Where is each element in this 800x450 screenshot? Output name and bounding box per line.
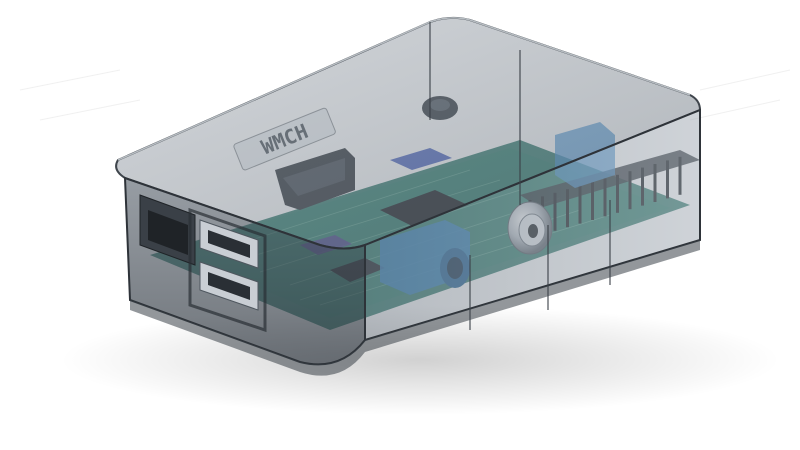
usb-ports (199, 219, 259, 311)
usb-port-icon (199, 261, 259, 311)
case-seams (429, 22, 611, 330)
case-edge-highlight (117, 17, 691, 161)
usb-port-icon (199, 219, 259, 269)
case-port-cutout (188, 207, 267, 333)
ethernet-port-icon (139, 194, 196, 266)
background-reflections (19, 69, 791, 121)
